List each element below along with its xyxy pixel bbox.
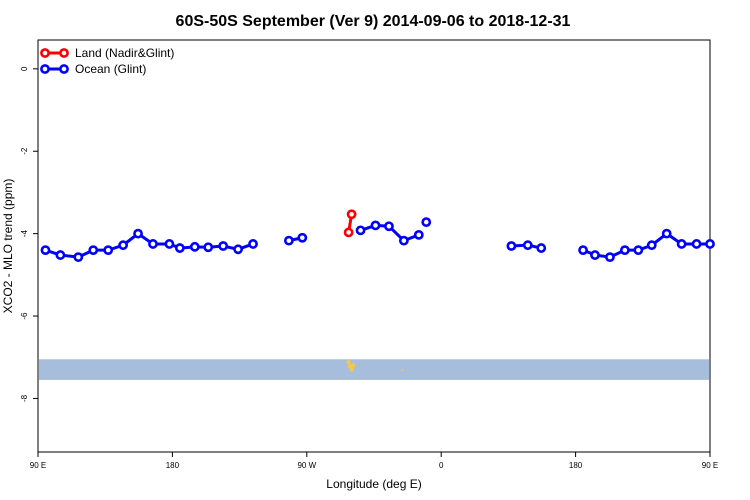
data-point [370,220,381,231]
data-point [384,221,394,232]
x-axis: 90 E 180 90 W 0 180 90 E [30,452,718,470]
data-point [297,232,308,243]
series-line [582,231,710,259]
land-speck [401,369,404,372]
legend: Land (Nadir&Glint) Ocean (Glint) [40,46,174,76]
data-point [189,241,200,252]
data-point [619,245,630,256]
data-point [103,245,114,256]
data-point [283,235,294,246]
data-point [590,250,600,260]
data-point [633,245,644,256]
x-tick-label: 90 W [297,461,316,470]
legend-marker [59,64,69,74]
data-point [118,240,129,251]
data-point [705,239,715,249]
data-point [133,228,143,239]
data-point [233,244,244,255]
data-point [676,239,687,249]
y-tick-label: -4 [20,230,29,238]
y-tick-label: -8 [20,394,29,402]
data-point [661,228,672,239]
ocean-band [39,359,709,380]
x-tick-label: 90 E [30,461,46,470]
data-point [343,227,354,238]
data-point [421,217,432,228]
data-point [398,235,409,246]
land-speck [346,359,351,365]
chart-title: 60S-50S September (Ver 9) 2014-09-06 to … [176,13,571,30]
x-tick-label: 90 E [702,461,718,470]
data-point [691,239,702,249]
data-point [346,209,357,220]
land-speck [349,367,354,372]
data-point [646,240,657,251]
legend-marker [40,48,50,58]
series-layer [40,209,715,263]
data-point [73,252,84,263]
data-point [164,239,175,249]
data-point [218,241,229,251]
legend-marker [59,48,69,58]
y-tick-label: 0 [20,66,29,71]
x-tick-label: 180 [166,461,180,470]
band-layer [39,359,709,380]
data-point [55,250,66,260]
data-point [536,243,547,253]
land-speck [350,363,356,368]
legend-label: Ocean (Glint) [75,62,146,76]
data-point [248,239,258,249]
y-axis-label: XCO2 - MLO trend (ppm) [1,179,15,314]
data-point [605,252,615,263]
data-point [40,245,51,256]
y-tick-label: -2 [20,147,29,155]
data-point [148,239,158,249]
plot-area [38,40,710,452]
y-axis: 0 -2 -4 -6 -8 [20,66,38,402]
y-tick-label: -6 [20,312,29,320]
data-point [578,245,588,256]
data-point [413,229,424,240]
legend-label: Land (Nadir&Glint) [75,46,174,60]
data-point [88,245,99,256]
x-tick-label: 180 [569,461,583,470]
data-point [203,242,214,253]
legend-marker [40,64,50,74]
x-axis-label: Longitude (deg E) [326,477,421,491]
data-point [522,240,533,251]
x-tick-label: 0 [439,461,444,470]
data-point [355,225,366,236]
data-point [506,241,517,251]
data-point [174,243,185,253]
